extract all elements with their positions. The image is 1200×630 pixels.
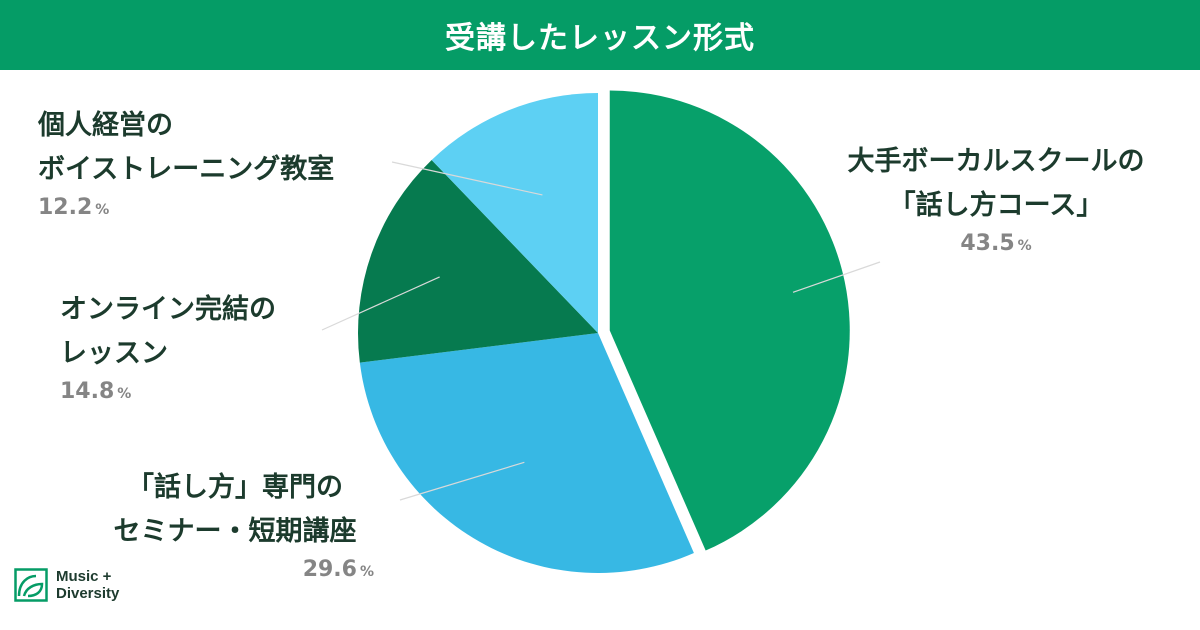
brand-logo: Music + Diversity bbox=[14, 568, 119, 602]
logo-text-line-1: Music + bbox=[56, 568, 112, 585]
pie-slice-0 bbox=[609, 90, 850, 551]
chart-title: 受講したレッスン形式 bbox=[445, 21, 755, 56]
value-slice-3-number: 12.2 bbox=[38, 195, 93, 220]
leader-line-2 bbox=[321, 276, 440, 331]
label-slice-1-line-2: セミナー・短期講座 bbox=[113, 516, 357, 547]
label-slice-3-line-1: 個人経営の bbox=[38, 110, 173, 141]
value-slice-0: 43.5% bbox=[822, 228, 1170, 262]
leader-line-3 bbox=[391, 161, 543, 196]
label-slice-0-line-2: 「話し方コース」 bbox=[888, 190, 1104, 221]
label-slice-1: 「話し方」専門の セミナー・短期講座 29.6% bbox=[90, 466, 380, 588]
logo-icon bbox=[14, 568, 48, 602]
label-slice-1-line-1: 「話し方」専門の bbox=[127, 472, 343, 503]
label-slice-2-line-2: レッスン bbox=[60, 338, 168, 369]
logo-text-line-2: Diversity bbox=[56, 585, 120, 602]
label-slice-2: オンライン完結の レッスン 14.8% bbox=[60, 288, 276, 410]
value-slice-0-unit: % bbox=[1017, 238, 1032, 254]
pie-slice-2 bbox=[358, 159, 598, 363]
chart-title-bar: 受講したレッスン形式 bbox=[0, 0, 1200, 70]
value-slice-2-unit: % bbox=[117, 386, 132, 402]
value-slice-0-number: 43.5 bbox=[960, 231, 1015, 256]
value-slice-3-unit: % bbox=[95, 202, 110, 218]
pie-slice-3 bbox=[431, 93, 598, 333]
logo-text: Music + Diversity bbox=[56, 568, 119, 602]
leader-line-0 bbox=[792, 261, 881, 293]
value-slice-2-number: 14.8 bbox=[60, 379, 115, 404]
label-slice-0: 大手ボーカルスクールの 「話し方コース」 43.5% bbox=[822, 140, 1170, 262]
label-slice-3: 個人経営の ボイストレーニング教室 12.2% bbox=[38, 104, 334, 226]
label-slice-3-line-2: ボイストレーニング教室 bbox=[38, 154, 335, 185]
value-slice-3: 12.2% bbox=[38, 192, 334, 226]
leader-line-1 bbox=[399, 461, 525, 501]
value-slice-2: 14.8% bbox=[60, 376, 276, 410]
value-slice-1-number: 29.6 bbox=[302, 557, 357, 582]
value-slice-1-unit: % bbox=[359, 564, 374, 580]
value-slice-1: 29.6% bbox=[90, 554, 380, 588]
label-slice-2-line-1: オンライン完結の bbox=[60, 294, 276, 325]
pie-slice-1 bbox=[359, 333, 694, 574]
label-slice-0-line-1: 大手ボーカルスクールの bbox=[847, 146, 1145, 177]
